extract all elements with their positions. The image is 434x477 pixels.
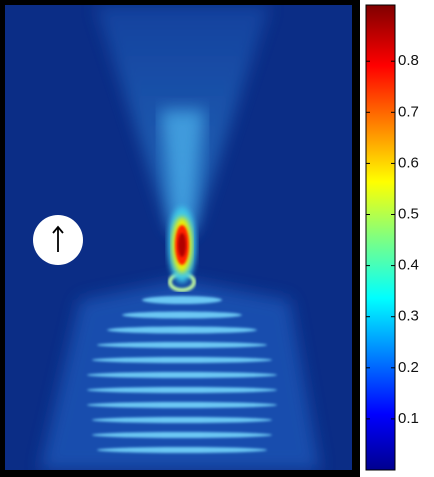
colorbar-tick-label: 0.1 (398, 410, 419, 427)
colorbar-tick-label: 0.4 (398, 257, 419, 274)
colorbar-tick-label: 0.5 (398, 205, 419, 222)
colorbar-tick-label: 0.3 (398, 308, 419, 325)
colorbar-tick-label: 0.2 (398, 359, 419, 376)
figure: 0.1 0.2 0.3 0.4 0.5 0.6 0.7 0.8 (0, 0, 434, 477)
colorbar-tick-label: 0.6 (398, 154, 419, 171)
field-image (5, 5, 352, 470)
colorbar-tick-label: 0.7 (398, 103, 419, 120)
colorbar-tick-label: 0.8 (398, 52, 419, 69)
colorbar (366, 5, 395, 470)
